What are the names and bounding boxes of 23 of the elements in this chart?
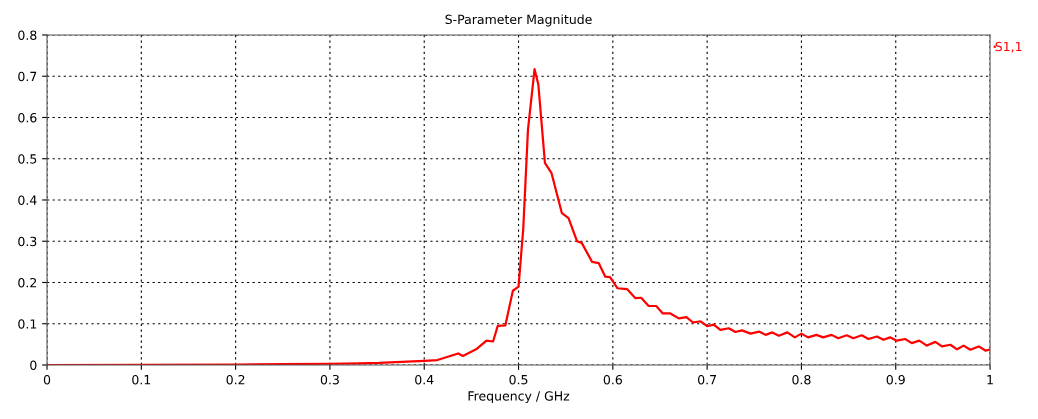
y-tick-label: 0.2 [18,277,37,288]
legend-label: S1,1 [995,41,1022,53]
y-tick-label: 0.6 [18,112,37,123]
x-tick-label: 0.2 [226,374,245,385]
x-tick-label: 0.7 [698,374,717,385]
x-tick-label: 0.9 [886,374,905,385]
y-tick-label: 0.8 [18,30,37,40]
x-tick-label: 0.4 [415,374,434,385]
x-axis-title: Frequency / GHz [468,391,570,404]
y-tick-label: 0 [30,360,37,370]
y-tick-label: 0.5 [18,154,37,164]
x-tick-label: 0 [43,374,51,385]
x-tick-label: 0.1 [132,374,151,385]
x-tick-label: 0.6 [603,374,622,385]
y-tick-label: 0.3 [18,236,37,247]
y-tick-label: 0.1 [18,319,37,329]
y-tick-label: 0.7 [18,71,37,82]
y-tick-label: 0.4 [18,195,37,205]
x-tick-label: 0.5 [509,374,528,385]
chart-title: S-Parameter Magnitude [445,14,592,27]
x-tick-label: 0.3 [320,374,339,385]
x-tick-label: 1 [987,375,993,385]
x-tick-label: 0.8 [792,374,811,385]
